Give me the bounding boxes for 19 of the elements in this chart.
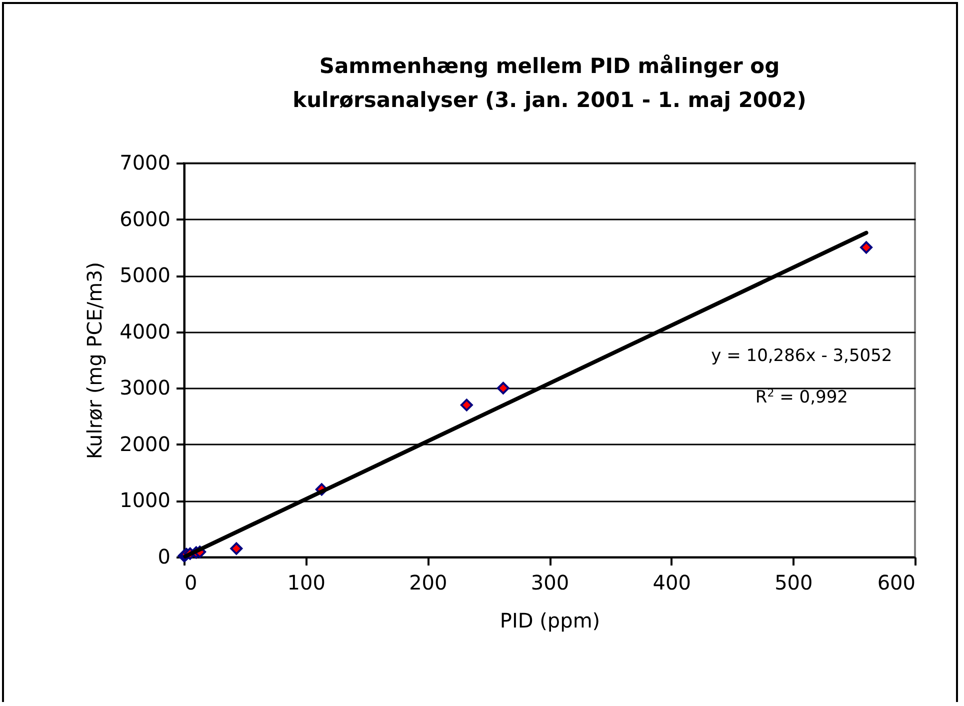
x-tick-label: 400	[652, 570, 691, 594]
y-tick-label: 6000	[120, 206, 170, 231]
y-tick-label: 4000	[120, 319, 170, 344]
x-tick-label: 600	[877, 570, 916, 594]
y-tick-label: 7000	[120, 150, 170, 174]
y-tick-label: 3000	[120, 376, 170, 400]
x-tick-label: 100	[287, 570, 326, 594]
x-axis-title: PID (ppm)	[500, 608, 600, 632]
annotation: y = 10,286x - 3,5052	[711, 346, 892, 366]
x-tick-label: 0	[184, 570, 198, 594]
x-tick-label: 500	[774, 570, 813, 594]
y-tick-label: 5000	[120, 263, 170, 288]
y-tick-label: 1000	[120, 488, 170, 512]
x-tick-label: 200	[409, 570, 448, 594]
y-tick-label: 2000	[120, 432, 170, 456]
x-tick-label: 300	[530, 570, 570, 594]
y-axis-title: Kulrør (mg PCE/m3)	[82, 262, 107, 460]
chart-title: Sammenhæng mellem PID målinger og kulrørsanalyser (3. jan. 2001 - 1. maj 2002)	[292, 54, 806, 112]
y-tick-label: 0	[158, 544, 170, 568]
